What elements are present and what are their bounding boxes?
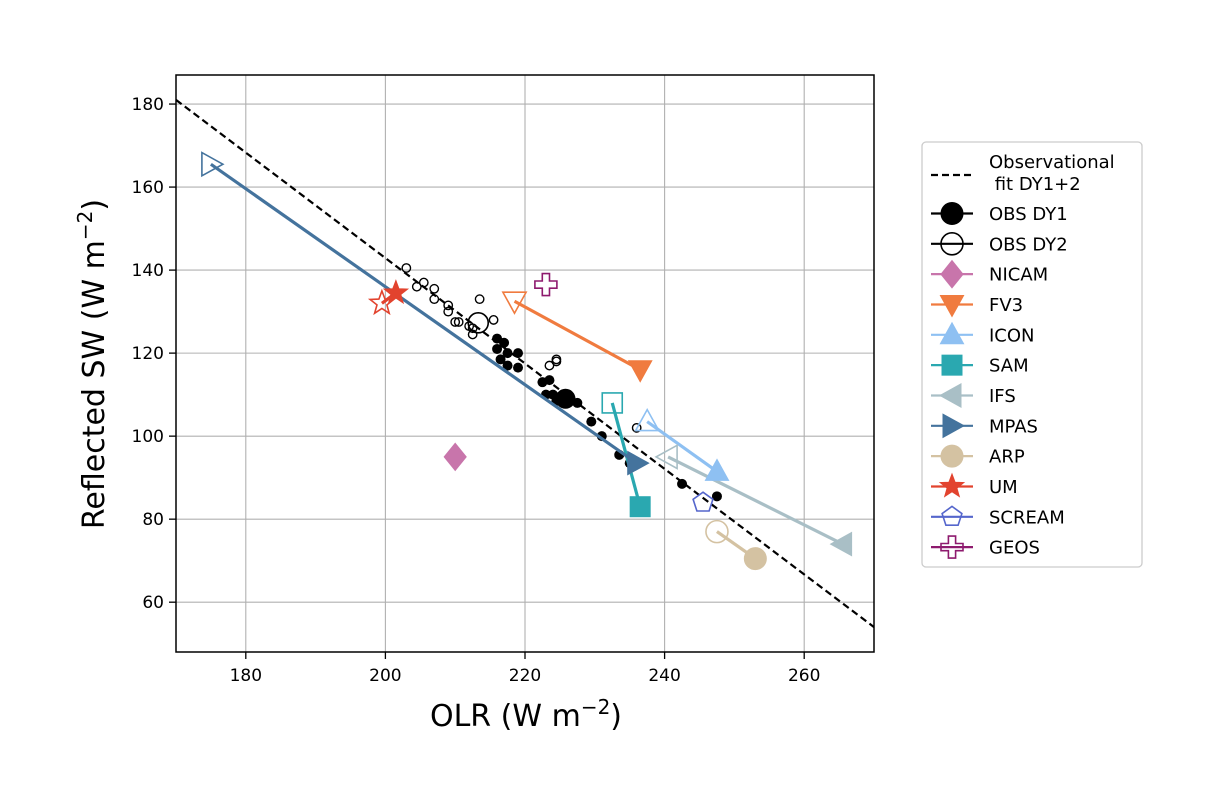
nicam-dy1-marker [443,442,467,472]
legend-marker-scream [941,505,963,527]
ifs-dy2-marker [654,443,678,470]
obs-dy1-point [711,491,722,502]
fv3-dy2-marker [501,291,528,315]
legend-label-sam: SAM [989,356,1029,377]
y-tick-label: 180 [132,95,164,115]
y-tick-label: 100 [132,427,164,447]
obs-dy1-point [495,354,506,365]
obs-dy2-point [551,356,562,367]
x-tick-label: 260 [788,666,820,686]
obs-dy1-point [513,362,524,373]
legend-label-observational-fit: Observational fit DY1+2 [989,152,1115,195]
sam-dy1-marker [629,496,651,518]
legend-marker-arp [940,444,964,468]
model-markers [201,151,853,571]
legend-label-geos: GEOS [989,538,1040,559]
ifs-dy1-marker [829,531,853,557]
obs-dy2-point [631,422,642,433]
sam-dy2-marker [601,392,624,414]
obs-dy2-point [401,263,412,273]
um-dy1-marker [382,279,410,305]
legend: Observational fit DY1+2 OBS DY1 OBS DY2 NIC… [921,141,1143,568]
x-tick-label: 240 [648,666,680,686]
legend-label-nicam: NICAM [989,265,1048,286]
legend-marker-obs-dy2 [940,232,964,256]
x-tick-label: 180 [230,666,262,686]
y-axis-title: Reflected SW (W m−2) [73,199,112,529]
legend-marker-icon [939,321,965,345]
obs-dy1-point [586,416,597,427]
legend-marker-mpas [942,413,966,439]
legend-marker-um [938,472,966,498]
legend-label-um: UM [989,477,1018,498]
axis-ticks: 180 200 220 240 260 60 80 100 120 140 160 180 [132,95,821,686]
y-tick-label: 80 [142,510,164,530]
ifs-connector-line [667,455,844,546]
legend-label-scream: SCREAM [989,507,1065,528]
obs-dy1-point [502,348,513,359]
observational-fit-line [176,99,874,628]
obs-dy1-point [544,375,555,386]
obs-dy1-point [677,478,688,489]
obs-dy2-point [453,317,464,327]
icon-dy1-marker [704,458,730,481]
obs-dy2-point [418,277,429,288]
y-tick-label: 60 [142,593,164,613]
obs-dy1-point [502,360,513,371]
obs-layer [401,263,722,502]
obs-dy2-point [429,283,440,294]
legend-marker-geos [940,535,964,559]
obs-dy2-mean-point [467,312,490,334]
x-tick-label: 220 [509,666,541,686]
obs-dy2-point [450,317,461,327]
y-tick-label: 160 [132,178,164,198]
legend-marker-obs-dy1 [940,202,964,225]
x-tick-label: 200 [369,666,401,686]
fv3-connector-line [513,299,641,372]
grid [176,75,874,652]
legend-label-obs-dy1: OBS DY1 [989,204,1068,225]
obs-dy1-point [492,343,503,354]
fv3-dy1-marker [627,360,653,383]
arp-dy2-marker [705,519,729,544]
legend-marker-fv3 [939,295,965,318]
mpas-connector-line [209,162,638,465]
mpas-dy2-marker [201,151,225,178]
obs-dy2-point [544,360,555,371]
scream-dy2-marker [692,491,714,512]
y-tick-label: 140 [132,261,164,281]
obs-dy2-point [411,281,422,292]
legend-label-arp: ARP [989,447,1025,468]
obs-dy2-point [443,300,454,311]
mpas-dy1-marker [627,450,650,476]
legend-label-fv3: FV3 [989,295,1023,316]
legend-marker-sam [941,354,963,376]
obs-dy2-point [429,294,440,305]
obs-dy2-point [443,306,454,317]
legend-frame [921,141,1143,568]
obs-dy2-point [474,294,485,305]
x-axis-title: OLR (W m−2) [430,695,622,734]
obs-dy2-point [488,315,499,325]
legend-label-icon: ICON [989,325,1035,346]
legend-marker-nicam [940,259,964,289]
plot-area [176,99,874,628]
obs-dy1-point [513,348,524,359]
legend-label-mpas: MPAS [989,416,1038,437]
obs-dy1-mean-point [555,388,576,409]
obs-dy1-point [499,337,510,348]
legend-label-ifs: IFS [989,386,1016,407]
y-tick-label: 120 [132,344,164,364]
icon-dy2-marker [634,407,661,432]
obs-dy2-point [467,323,478,334]
fit-line-layer [176,99,874,628]
arp-dy1-marker [743,547,767,571]
geos-dy2-marker [534,272,558,297]
legend-marker-ifs [938,383,962,408]
legend-label-obs-dy2: OBS DY2 [989,234,1068,255]
